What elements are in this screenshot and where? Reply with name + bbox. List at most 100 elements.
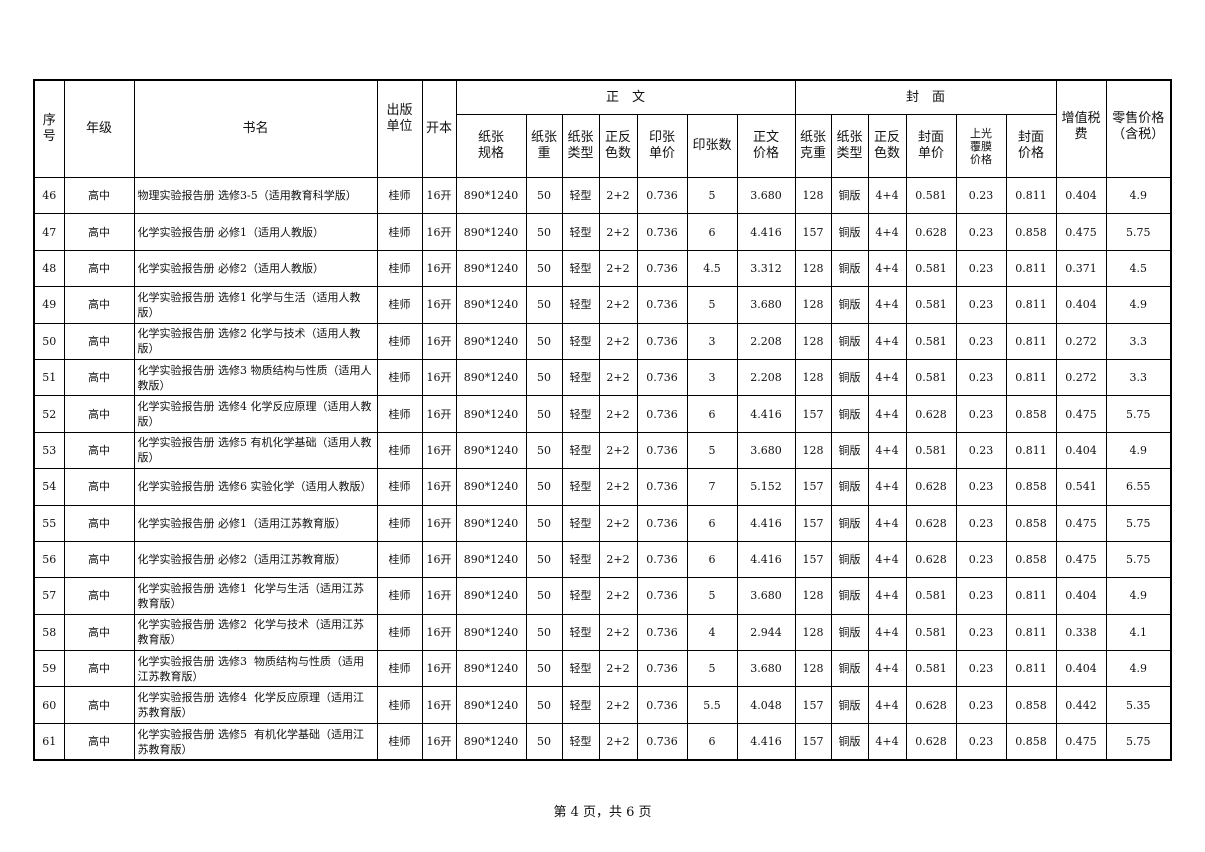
cell-lamination-price: 0.23 [955, 577, 1007, 615]
cell-paper-weight: 50 [525, 577, 563, 615]
cell-lamination-price: 0.23 [955, 722, 1007, 761]
cell-cover-weight: 128 [794, 431, 832, 470]
cell-sheets: 5 [686, 431, 738, 470]
cell-retail-price: 6.55 [1105, 468, 1172, 506]
header-text-group: 正 文 [455, 79, 796, 115]
cell-paper-weight: 50 [525, 540, 563, 579]
cell-sheet-price: 0.736 [636, 540, 688, 579]
cell-no: 60 [33, 686, 65, 724]
cell-cover-type: 铜版 [830, 286, 869, 324]
cell-no: 54 [33, 468, 65, 506]
cell-paper-spec: 890*1240 [455, 577, 527, 615]
header-grade: 年级 [63, 79, 135, 178]
cell-colors: 2+2 [598, 249, 638, 288]
cell-grade: 高中 [63, 176, 135, 215]
cell-paper-spec: 890*1240 [455, 613, 527, 652]
cell-text-price: 4.416 [736, 504, 796, 542]
cell-grade: 高中 [63, 722, 135, 761]
cell-cover-colors: 4+4 [867, 722, 907, 761]
cell-paper-spec: 890*1240 [455, 213, 527, 251]
header-no: 序 号 [33, 79, 65, 178]
cell-text-price: 4.416 [736, 213, 796, 251]
cell-cover-weight: 128 [794, 650, 832, 688]
cell-format: 16开 [421, 686, 457, 724]
cell-vat: 0.442 [1055, 686, 1107, 724]
cell-colors: 2+2 [598, 431, 638, 470]
cell-paper-type: 轻型 [561, 577, 600, 615]
cell-title: 化学实验报告册 选修6 实验化学（适用人教版） [133, 468, 378, 506]
table-row: 58 高中 化学实验报告册 选修2 化学与技术（适用江苏教育版） 桂师 16开 890*1… [33, 613, 1172, 652]
cell-cover-colors: 4+4 [867, 431, 907, 470]
cell-cover-weight: 157 [794, 395, 832, 433]
cell-title: 化学实验报告册 选修4 化学反应原理（适用江苏教育版） [133, 686, 378, 724]
cell-cover-colors: 4+4 [867, 286, 907, 324]
cell-no: 55 [33, 504, 65, 542]
cell-lamination-price: 0.23 [955, 468, 1007, 506]
cell-paper-weight: 50 [525, 322, 563, 360]
cell-publisher: 桂师 [376, 395, 423, 433]
price-table: 序 号 年级 书名 出版 单位 开本 正 文 封 面 增值税 费 零售价格 （含… [33, 79, 1172, 762]
cell-lamination-price: 0.23 [955, 286, 1007, 324]
header-publisher: 出版 单位 [376, 79, 423, 178]
cell-paper-type: 轻型 [561, 540, 600, 579]
cell-format: 16开 [421, 358, 457, 397]
cell-vat: 0.404 [1055, 431, 1107, 470]
cell-cover-colors: 4+4 [867, 249, 907, 288]
table-row: 47 高中 化学实验报告册 必修1（适用人教版） 桂师 16开 890*1240 50 轻型 2… [33, 213, 1172, 251]
cell-grade: 高中 [63, 213, 135, 251]
cell-colors: 2+2 [598, 358, 638, 397]
cell-colors: 2+2 [598, 504, 638, 542]
cell-sheet-price: 0.736 [636, 322, 688, 360]
cell-lamination-price: 0.23 [955, 613, 1007, 652]
cell-paper-weight: 50 [525, 213, 563, 251]
cell-cover-price: 0.811 [1005, 249, 1057, 288]
cell-cover-unit-price: 0.581 [905, 286, 957, 324]
cell-lamination-price: 0.23 [955, 322, 1007, 360]
cell-grade: 高中 [63, 540, 135, 579]
header-title: 书名 [133, 79, 378, 178]
cell-cover-weight: 157 [794, 722, 832, 761]
table-row: 54 高中 化学实验报告册 选修6 实验化学（适用人教版） 桂师 16开 890*1240… [33, 468, 1172, 506]
cell-sheet-price: 0.736 [636, 722, 688, 761]
cell-publisher: 桂师 [376, 686, 423, 724]
table-row: 53 高中 化学实验报告册 选修5 有机化学基础（适用人教版） 桂师 16开 890*12… [33, 431, 1172, 470]
header-text-col: 纸张 重 [525, 114, 563, 178]
cell-sheets: 6 [686, 213, 738, 251]
cell-retail-price: 4.5 [1105, 249, 1172, 288]
cell-paper-weight: 50 [525, 613, 563, 652]
cell-cover-colors: 4+4 [867, 613, 907, 652]
cell-no: 61 [33, 722, 65, 761]
cell-vat: 0.371 [1055, 249, 1107, 288]
cell-publisher: 桂师 [376, 286, 423, 324]
cell-colors: 2+2 [598, 686, 638, 724]
cell-sheets: 6 [686, 504, 738, 542]
cell-no: 57 [33, 577, 65, 615]
cell-title: 化学实验报告册 选修4 化学反应原理（适用人教版） [133, 395, 378, 433]
cell-cover-colors: 4+4 [867, 540, 907, 579]
cell-grade: 高中 [63, 686, 135, 724]
cell-paper-spec: 890*1240 [455, 358, 527, 397]
cell-title: 化学实验报告册 选修5 有机化学基础（适用江苏教育版） [133, 722, 378, 761]
cell-title: 物理实验报告册 选修3-5（适用教育科学版） [133, 176, 378, 215]
cell-title: 化学实验报告册 选修3 物质结构与性质（适用江苏教育版） [133, 650, 378, 688]
cell-paper-type: 轻型 [561, 322, 600, 360]
cell-retail-price: 5.75 [1105, 540, 1172, 579]
cell-paper-spec: 890*1240 [455, 650, 527, 688]
cell-sheets: 5.5 [686, 686, 738, 724]
cell-paper-weight: 50 [525, 286, 563, 324]
cell-paper-type: 轻型 [561, 431, 600, 470]
header-text-col: 印张数 [686, 114, 738, 178]
cell-retail-price: 3.3 [1105, 358, 1172, 397]
cell-paper-spec: 890*1240 [455, 686, 527, 724]
cell-vat: 0.404 [1055, 286, 1107, 324]
cell-cover-price: 0.858 [1005, 540, 1057, 579]
cell-lamination-price: 0.23 [955, 504, 1007, 542]
cell-no: 46 [33, 176, 65, 215]
cell-cover-unit-price: 0.628 [905, 686, 957, 724]
cell-vat: 0.272 [1055, 358, 1107, 397]
cell-paper-weight: 50 [525, 358, 563, 397]
cell-cover-price: 0.811 [1005, 286, 1057, 324]
table-row: 56 高中 化学实验报告册 必修2（适用江苏教育版） 桂师 16开 890*1240 50 轻… [33, 540, 1172, 579]
cell-publisher: 桂师 [376, 176, 423, 215]
cell-sheets: 4 [686, 613, 738, 652]
